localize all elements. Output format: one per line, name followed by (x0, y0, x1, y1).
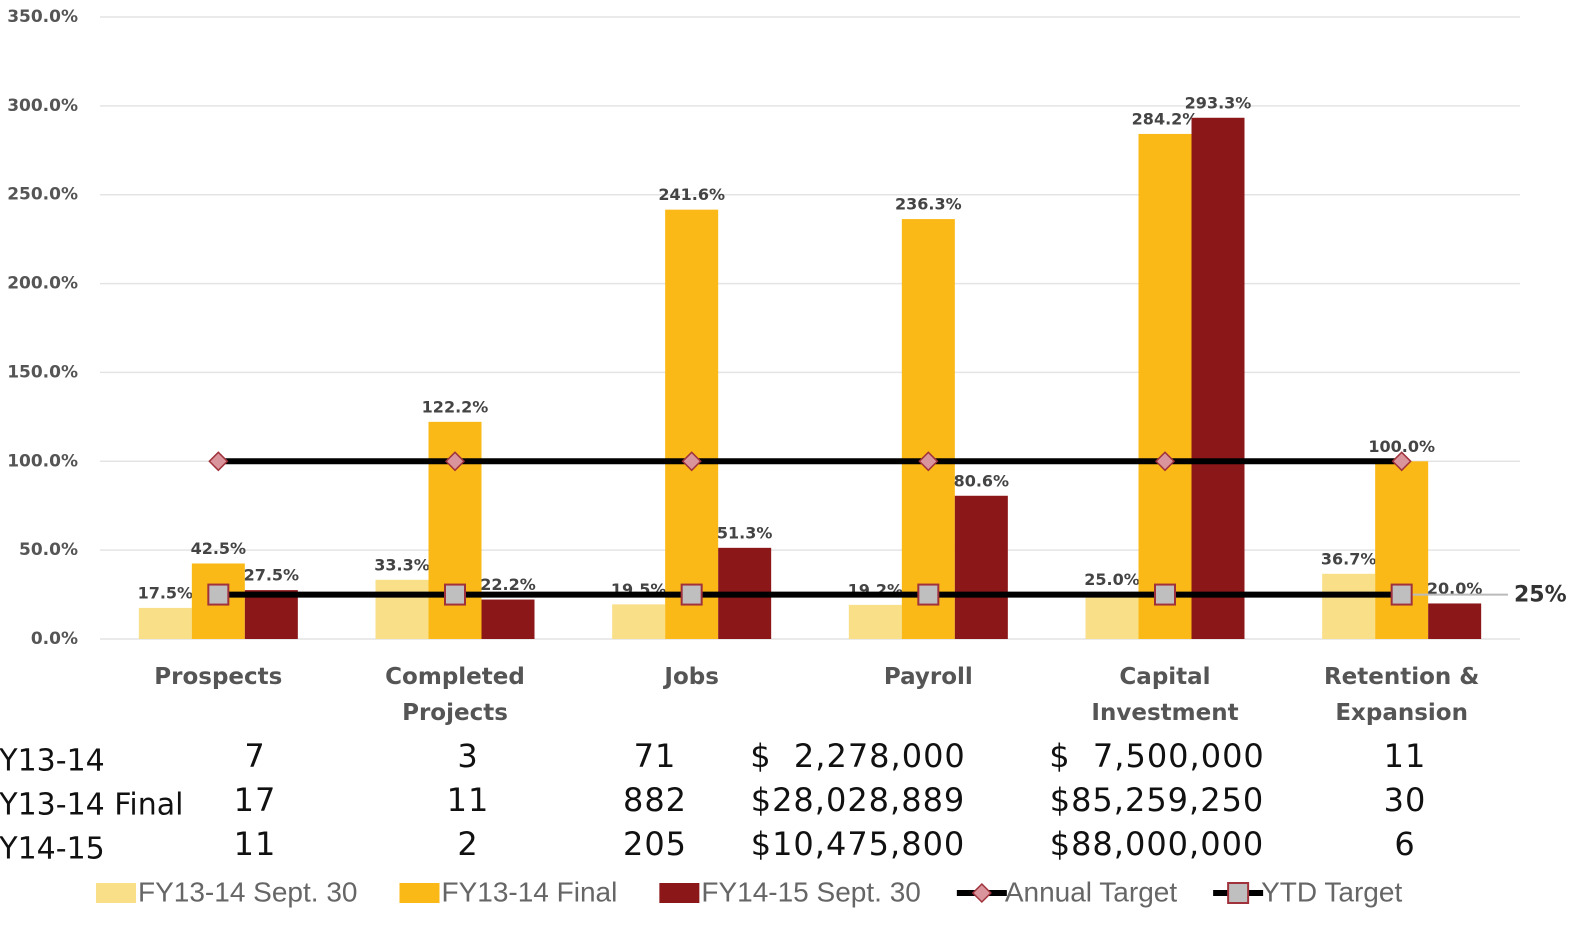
legend-label: YTD Target (1261, 876, 1402, 907)
table-cell: 2 (457, 825, 478, 863)
data-label: 42.5% (191, 539, 247, 558)
y-tick-label: 100.0% (7, 451, 78, 471)
bar (901, 219, 955, 639)
table-cell: $10,475,800 (751, 825, 966, 863)
y-tick-label: 50.0% (19, 540, 78, 560)
table-cell: 882 (623, 781, 687, 819)
data-label: 284.2% (1132, 109, 1199, 128)
data-label: 22.2% (480, 575, 536, 594)
bar (1428, 603, 1482, 639)
legend-label: FY14-15 Sept. 30 (701, 876, 920, 907)
data-label: 17.5% (138, 583, 194, 602)
table-cell: 6 (1394, 825, 1415, 863)
row-label: FY13-14 Final (0, 788, 183, 823)
data-label: 122.2% (422, 397, 489, 416)
target-marker (917, 583, 940, 606)
target-marker (1391, 451, 1412, 472)
table-cell: 11 (447, 781, 490, 819)
table-cell: 17 (234, 781, 277, 819)
target-marker (444, 451, 466, 472)
table-cell: 3 (457, 737, 478, 775)
table-cell: $ 2,278,000 (750, 737, 966, 775)
bar (481, 599, 535, 639)
table-cell: 71 (634, 737, 677, 775)
data-label: 20.0% (1427, 579, 1483, 598)
table-cell: 7 (244, 737, 265, 775)
bar (1138, 133, 1192, 639)
target-marker (1154, 451, 1176, 472)
bar (848, 604, 902, 639)
data-label: 241.6% (658, 185, 725, 204)
legend-label: FY13-14 Sept. 30 (138, 876, 357, 907)
table-cell: 205 (623, 825, 687, 863)
data-label: 27.5% (244, 566, 300, 585)
x-tick-label: Capital Investment (1091, 664, 1239, 726)
legend-swatch (659, 883, 700, 903)
data-label: 80.6% (954, 471, 1010, 490)
x-tick-label: Jobs (664, 664, 719, 690)
target-marker (208, 451, 229, 472)
bar (1191, 117, 1245, 640)
bar (1322, 573, 1376, 639)
target-marker (680, 583, 703, 606)
table-cell: $88,000,000 (1050, 825, 1265, 863)
data-label: 51.3% (717, 523, 773, 542)
legend-swatch (399, 883, 440, 903)
y-tick-label: 150.0% (7, 362, 78, 382)
bar (138, 607, 192, 639)
target-marker (1390, 583, 1413, 606)
bar (612, 604, 666, 639)
target-marker (918, 451, 939, 472)
bar (1085, 594, 1139, 639)
target-marker (207, 583, 230, 606)
data-label: 100.0% (1368, 437, 1435, 456)
y-tick-label: 350.0% (7, 7, 78, 27)
data-label: 236.3% (895, 195, 962, 214)
legend-marker (971, 882, 992, 904)
row-label: FY13-14 (0, 744, 105, 779)
x-tick-label: Prospects (154, 664, 283, 690)
x-tick-label: Retention & Expansion (1323, 664, 1480, 726)
y-tick-label: 300.0% (7, 96, 78, 116)
bar (954, 495, 1008, 639)
target-marker (681, 451, 702, 472)
table-cell: $85,259,250 (1050, 781, 1265, 819)
data-label: 25.0% (1084, 570, 1140, 589)
legend-marker (1227, 882, 1250, 904)
data-label: 36.7% (1321, 549, 1377, 568)
target-marker (444, 583, 466, 606)
data-label: 293.3% (1185, 93, 1252, 112)
bar (665, 209, 719, 640)
bar (244, 590, 298, 639)
table-cell: 11 (234, 825, 277, 863)
table-cell: $28,028,889 (751, 781, 966, 819)
bar (375, 579, 429, 639)
target-marker (1154, 583, 1176, 606)
x-tick-label: Payroll (883, 664, 973, 690)
x-tick-label: Completed Projects (385, 664, 525, 726)
annotation: 25% (1514, 583, 1567, 608)
y-tick-label: 0.0% (31, 629, 78, 649)
legend-label: FY13-14 Final (441, 876, 617, 907)
legend-label: Annual Target (1005, 876, 1178, 907)
bar (1375, 461, 1429, 639)
legend-swatch (96, 883, 136, 903)
table-cell: 11 (1384, 737, 1427, 775)
y-tick-label: 200.0% (7, 274, 78, 294)
table-cell: 30 (1384, 781, 1427, 819)
data-label: 33.3% (374, 555, 430, 574)
y-tick-label: 250.0% (7, 185, 78, 205)
row-label: FY14-15 (0, 832, 105, 867)
table-cell: $ 7,500,000 (1049, 737, 1265, 775)
